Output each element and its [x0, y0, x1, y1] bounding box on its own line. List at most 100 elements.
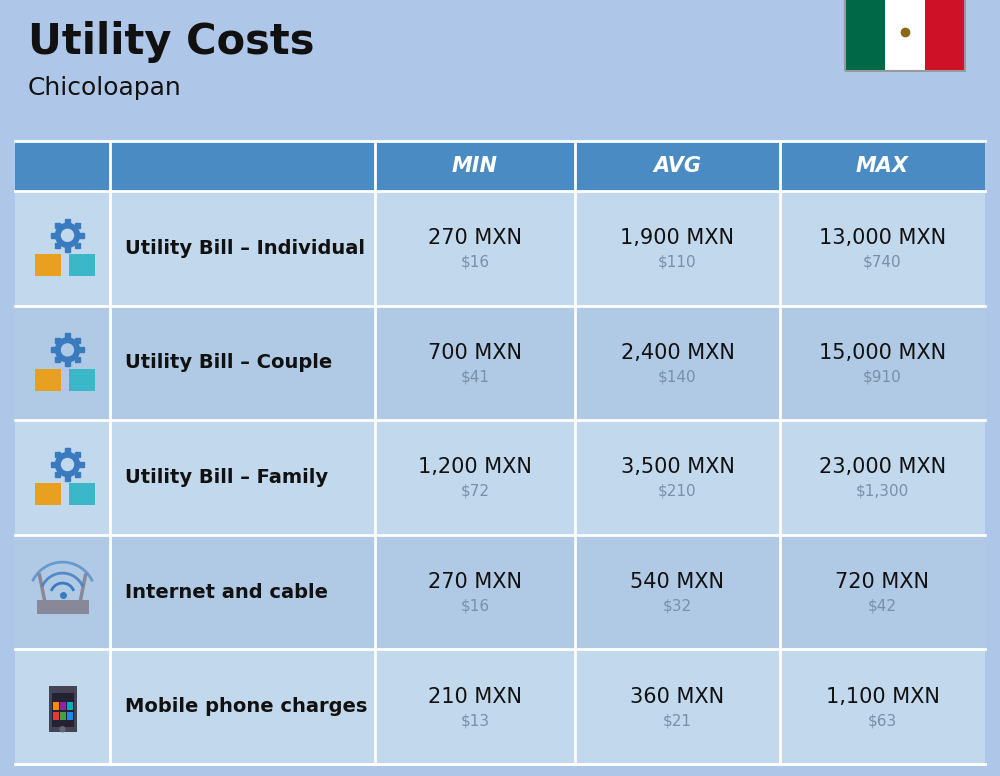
Text: 1,100 MXN: 1,100 MXN [826, 687, 939, 707]
Bar [75, 452, 80, 457]
Bar [79, 348, 84, 352]
Bar [52, 693, 74, 726]
Text: $16: $16 [460, 255, 490, 270]
Bar [65, 247, 70, 251]
Circle shape [62, 345, 73, 356]
Bar [79, 462, 84, 467]
Text: $72: $72 [460, 484, 490, 499]
Bar [75, 223, 80, 228]
Text: $21: $21 [663, 713, 692, 728]
Text: Utility Bill – Family: Utility Bill – Family [125, 468, 328, 487]
Text: $210: $210 [658, 484, 697, 499]
Text: Chicoloapan: Chicoloapan [28, 76, 182, 100]
Text: 270 MXN: 270 MXN [428, 572, 522, 592]
Text: 1,900 MXN: 1,900 MXN [620, 228, 734, 248]
Circle shape [56, 452, 80, 476]
Bar [55, 452, 60, 457]
Bar [15, 141, 110, 191]
Text: 1,200 MXN: 1,200 MXN [418, 458, 532, 477]
Text: $16: $16 [460, 598, 490, 614]
Bar [75, 472, 80, 477]
Text: $42: $42 [868, 598, 897, 614]
Text: $1,300: $1,300 [856, 484, 909, 499]
Bar [780, 141, 985, 191]
Bar [60, 712, 66, 719]
Text: $32: $32 [663, 598, 692, 614]
Circle shape [62, 459, 74, 470]
Circle shape [62, 229, 74, 241]
Text: 23,000 MXN: 23,000 MXN [819, 458, 946, 477]
Circle shape [56, 338, 80, 362]
Text: $910: $910 [863, 369, 902, 384]
Bar [75, 243, 80, 248]
Bar [65, 334, 70, 338]
Text: $140: $140 [658, 369, 697, 384]
Text: 3,500 MXN: 3,500 MXN [621, 458, 734, 477]
Text: MAX: MAX [856, 156, 909, 176]
Bar [68, 483, 94, 505]
Text: 540 MXN: 540 MXN [631, 572, 724, 592]
Bar [48, 686, 76, 732]
Bar [75, 338, 80, 342]
Bar [79, 233, 84, 237]
Bar [925, 0, 965, 71]
Bar [65, 219, 70, 223]
Bar [53, 702, 59, 710]
Text: 270 MXN: 270 MXN [428, 228, 522, 248]
Bar [885, 0, 925, 71]
Bar [65, 448, 70, 453]
Bar [55, 338, 60, 342]
Bar [55, 243, 60, 248]
Bar [53, 712, 59, 719]
Text: Utility Bill – Individual: Utility Bill – Individual [125, 239, 365, 258]
Bar [375, 141, 575, 191]
Text: 2,400 MXN: 2,400 MXN [621, 343, 734, 363]
Bar [34, 369, 60, 391]
Bar [15, 306, 985, 420]
Text: Utility Costs: Utility Costs [28, 21, 314, 63]
Circle shape [60, 726, 65, 732]
Circle shape [62, 230, 73, 242]
Bar [36, 600, 88, 614]
Bar [67, 712, 73, 719]
Bar [51, 348, 56, 352]
Bar [55, 472, 60, 477]
Circle shape [56, 223, 80, 248]
Bar [34, 483, 60, 505]
Bar [110, 141, 375, 191]
Text: Mobile phone charges: Mobile phone charges [125, 697, 367, 716]
Bar [34, 255, 60, 276]
Text: $13: $13 [460, 713, 490, 728]
Bar [15, 650, 985, 764]
Text: 360 MXN: 360 MXN [630, 687, 725, 707]
Bar [55, 357, 60, 362]
Text: 210 MXN: 210 MXN [428, 687, 522, 707]
Circle shape [62, 344, 74, 356]
Bar [845, 0, 885, 71]
Bar [68, 255, 94, 276]
Text: $110: $110 [658, 255, 697, 270]
Bar [65, 476, 70, 481]
Text: Utility Bill – Couple: Utility Bill – Couple [125, 353, 332, 372]
Bar [68, 369, 94, 391]
Bar [575, 141, 780, 191]
Text: 720 MXN: 720 MXN [835, 572, 929, 592]
Bar [845, 0, 965, 71]
Bar [75, 357, 80, 362]
Bar [67, 702, 73, 710]
Text: 700 MXN: 700 MXN [428, 343, 522, 363]
Text: AVG: AVG [654, 156, 702, 176]
Text: 13,000 MXN: 13,000 MXN [819, 228, 946, 248]
Bar [51, 233, 56, 237]
Text: Internet and cable: Internet and cable [125, 583, 328, 601]
Text: 15,000 MXN: 15,000 MXN [819, 343, 946, 363]
Circle shape [62, 460, 73, 471]
Text: $740: $740 [863, 255, 902, 270]
Text: MIN: MIN [452, 156, 498, 176]
Bar [65, 362, 70, 366]
Bar [15, 191, 985, 306]
Bar [15, 535, 985, 650]
Bar [15, 420, 985, 535]
Bar [55, 223, 60, 228]
Bar [60, 702, 66, 710]
